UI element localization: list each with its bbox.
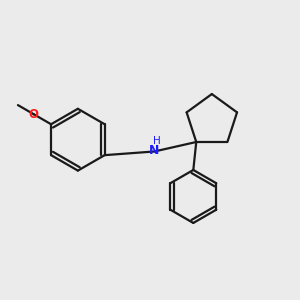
Text: N: N bbox=[149, 144, 160, 158]
Text: O: O bbox=[29, 108, 39, 121]
Text: H: H bbox=[153, 136, 160, 146]
